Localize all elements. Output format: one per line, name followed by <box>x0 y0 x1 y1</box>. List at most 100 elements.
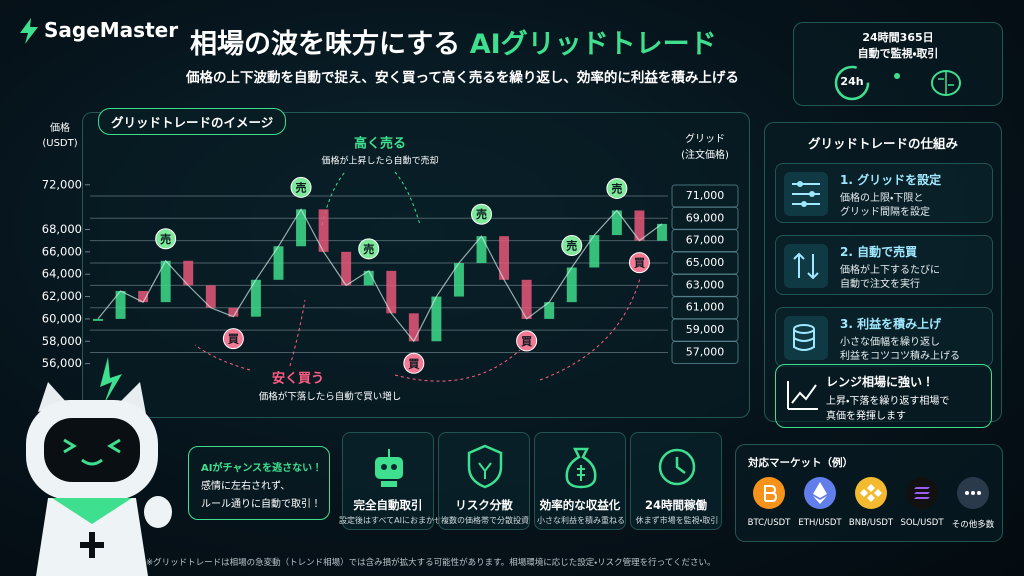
callout-text: 上昇・下落を繰り返す相場で <box>826 396 950 407</box>
coin-icon <box>753 477 785 509</box>
trade-marker <box>628 252 650 274</box>
trade-marker <box>155 228 177 250</box>
grid-price-label: 67,000 <box>686 234 725 247</box>
title: 相場の波を味方にする AIグリッドトレード <box>190 22 717 61</box>
step-text: 小さな価幅を繰り返し <box>840 337 940 348</box>
y-tick-label: 60,000 <box>42 311 82 325</box>
market-label: SOL/USDT <box>900 518 944 528</box>
trade-marker <box>290 176 312 198</box>
y-tick-label: 66,000 <box>42 244 82 258</box>
dot <box>894 73 900 79</box>
candle <box>657 223 667 241</box>
step-icon <box>784 244 828 288</box>
callout-text: 真価を発揮します <box>826 411 906 422</box>
trade-marker <box>358 238 380 260</box>
trade-marker <box>222 328 244 350</box>
y-axis-label: 価格 <box>50 121 70 134</box>
badge-line1: 24時間365日 <box>862 31 934 44</box>
market: SOL/USDT <box>897 476 947 528</box>
candle <box>160 260 171 303</box>
candle <box>250 279 261 317</box>
candle <box>521 279 532 319</box>
candle <box>93 318 103 321</box>
feature-icon <box>658 448 696 486</box>
candle <box>476 236 487 264</box>
coin-icon <box>855 477 887 509</box>
y-tick-label: 62,000 <box>42 289 82 303</box>
market: その他多数 <box>948 476 998 530</box>
candle <box>566 267 577 303</box>
candle <box>205 285 216 308</box>
candle <box>341 251 352 286</box>
grid-price-label: 57,000 <box>686 345 725 358</box>
speech-bubble: AIがチャンスを逃さない！ 感情に左右されず、 ルール通りに自動で取引！ <box>188 446 330 520</box>
grid-price-label: 59,000 <box>686 323 725 336</box>
sell-note-title: 高く売る <box>354 136 406 152</box>
logo: SageMaster <box>44 18 179 42</box>
market: ETH/USDT <box>795 476 845 528</box>
step: 1. グリッドを設定 価格の上限・下限と グリッド間隔を設定 <box>775 163 993 223</box>
feature-icon <box>375 449 403 487</box>
subtitle: 価格の上下波動を自動で捉え、安く買って高く売るを繰り返し、効率的に利益を積み上げ… <box>186 70 739 86</box>
buy-note-title: 安く買う <box>272 371 324 387</box>
grid-price-label: 71,000 <box>686 189 725 202</box>
trade-marker <box>516 330 538 352</box>
trade-marker-label: 買 <box>228 333 239 346</box>
bubble-text: AIがチャンスを逃さない！ <box>201 463 323 474</box>
badge: 24時間365日 自動で監視・取引 24h <box>793 22 1003 106</box>
market-label: ETH/USDT <box>798 518 842 528</box>
feature-title: 効率的な収益化 <box>539 498 621 512</box>
step-text: グリッド間隔を設定 <box>840 207 930 218</box>
step-text: 価格の上限・下限と <box>840 193 924 204</box>
candle <box>611 210 622 236</box>
candle <box>318 209 329 252</box>
grid-axis-label: グリッド <box>685 132 725 145</box>
feature-icon <box>467 444 503 489</box>
grid-price-label: 61,000 <box>686 301 725 314</box>
coin-icon <box>957 477 989 509</box>
markets-title: 対応マーケット（例） <box>748 457 853 469</box>
feature-title: 24時間稼働 <box>644 498 707 512</box>
y-tick-label: 64,000 <box>42 267 82 281</box>
y-tick-label: 72,000 <box>42 177 82 191</box>
clock-icon <box>834 65 870 101</box>
candle <box>363 270 374 286</box>
step: 2. 自動で売買 価格が上下するたびに 自動で注文を実行 <box>775 235 993 295</box>
candle <box>296 209 307 247</box>
bubble-text: 感情に左右されず、 <box>201 481 291 492</box>
sell-arrow <box>321 171 421 226</box>
callout-icon <box>787 381 818 410</box>
feature-title: リスク分散 <box>455 498 513 512</box>
grid-price-label: 63,000 <box>686 278 725 291</box>
candle <box>138 290 149 303</box>
market: BNB/USDT <box>846 476 896 528</box>
market-label: BNB/USDT <box>848 518 894 528</box>
step-title: 3. 利益を積み上げ <box>840 317 942 331</box>
feature: 効率的な収益化 小さな利益を積み重ねる <box>534 432 626 530</box>
candle <box>183 260 194 286</box>
mascot <box>26 357 172 576</box>
grid-price-label: 65,000 <box>686 256 725 269</box>
step-text: 利益をコツコツ積み上げる <box>840 351 960 362</box>
feature: リスク分散 複数の価格帯で分散投資 <box>438 432 530 530</box>
coin-icon <box>804 477 836 509</box>
grid-price-box <box>671 340 739 364</box>
feature-desc: 小さな利益を積み重ねる <box>537 516 625 525</box>
step-text: 価格が上下するたびに <box>840 265 940 276</box>
footnote: ※グリッドトレードは相場の急変動（トレンド相場）では含み損が拡大する可能性があり… <box>146 558 716 568</box>
candle <box>386 270 397 314</box>
y-tick-label: 68,000 <box>42 222 82 236</box>
trade-marker-label: 買 <box>408 357 419 370</box>
feature-icon <box>565 447 597 489</box>
badge-icon-text: 24h <box>840 75 864 88</box>
trade-marker <box>403 352 425 374</box>
chart-title: グリッドトレードのイメージ <box>98 108 287 135</box>
market-label: BTC/USDT <box>747 518 791 528</box>
coin-icon <box>906 477 938 509</box>
trade-marker <box>561 234 583 256</box>
candle <box>408 313 419 342</box>
title-highlight: AIグリッドトレード <box>469 29 717 60</box>
candle <box>431 296 442 342</box>
badge-line2: 自動で監視・取引 <box>857 47 939 60</box>
